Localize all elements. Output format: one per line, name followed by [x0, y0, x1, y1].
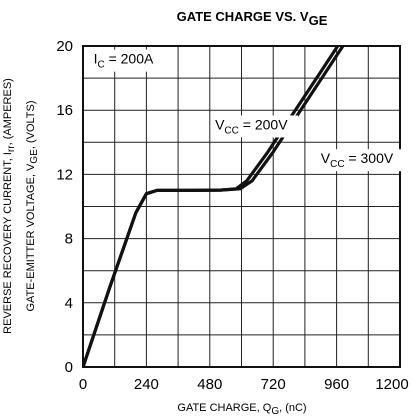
annotation-background: [317, 149, 404, 172]
y-tick-label: 8: [65, 231, 73, 248]
series-line-vcc-300v: [83, 46, 345, 367]
chart-title: GATE CHARGE VS. VGE: [177, 9, 328, 28]
x-tick-label: 960: [324, 376, 349, 393]
x-tick-label: 0: [79, 376, 87, 393]
annotation-background: [90, 49, 169, 72]
annotation-2: VCC = 300V: [321, 150, 394, 170]
y-axis-label-line1: REVERSE RECOVERY CURRENT, Irr, (AMPERES): [2, 78, 17, 334]
y-tick-label: 0: [65, 359, 73, 376]
svg-text:REVERSE RECOVERY CURRENT, Irr,: REVERSE RECOVERY CURRENT, Irr, (AMPERES): [2, 78, 17, 334]
y-tick-label: 16: [56, 102, 73, 119]
x-tick-labels: 0 240 480 720 960 1200: [79, 376, 409, 393]
series-layer: [83, 46, 345, 367]
y-tick-label: 12: [56, 166, 73, 183]
annotations: IC = 200A VCC = 200V VCC = 300V: [90, 49, 404, 172]
y-axis-label-line2: GATE-EMITTER VOLTAGE, VGE, (VOLTS): [25, 100, 40, 311]
x-tick-label: 240: [134, 376, 159, 393]
plot-frame: [82, 45, 401, 368]
y-tick-label: 4: [65, 295, 73, 312]
x-axis-label: GATE CHARGE, QG, (nC): [177, 402, 306, 417]
y-tick-label: 20: [56, 38, 73, 55]
y-tick-labels: 0 4 8 12 16 20: [56, 38, 73, 376]
annotation-0: IC = 200A: [94, 51, 154, 71]
x-tick-label: 480: [197, 376, 222, 393]
annotation-background: [212, 115, 299, 138]
x-tick-label: 1200: [375, 376, 408, 393]
x-tick-label: 720: [261, 376, 286, 393]
grid: [83, 46, 400, 367]
annotation-1: VCC = 200V: [215, 116, 288, 136]
svg-text:GATE-EMITTER VOLTAGE, VGE, (VO: GATE-EMITTER VOLTAGE, VGE, (VOLTS): [25, 100, 40, 311]
